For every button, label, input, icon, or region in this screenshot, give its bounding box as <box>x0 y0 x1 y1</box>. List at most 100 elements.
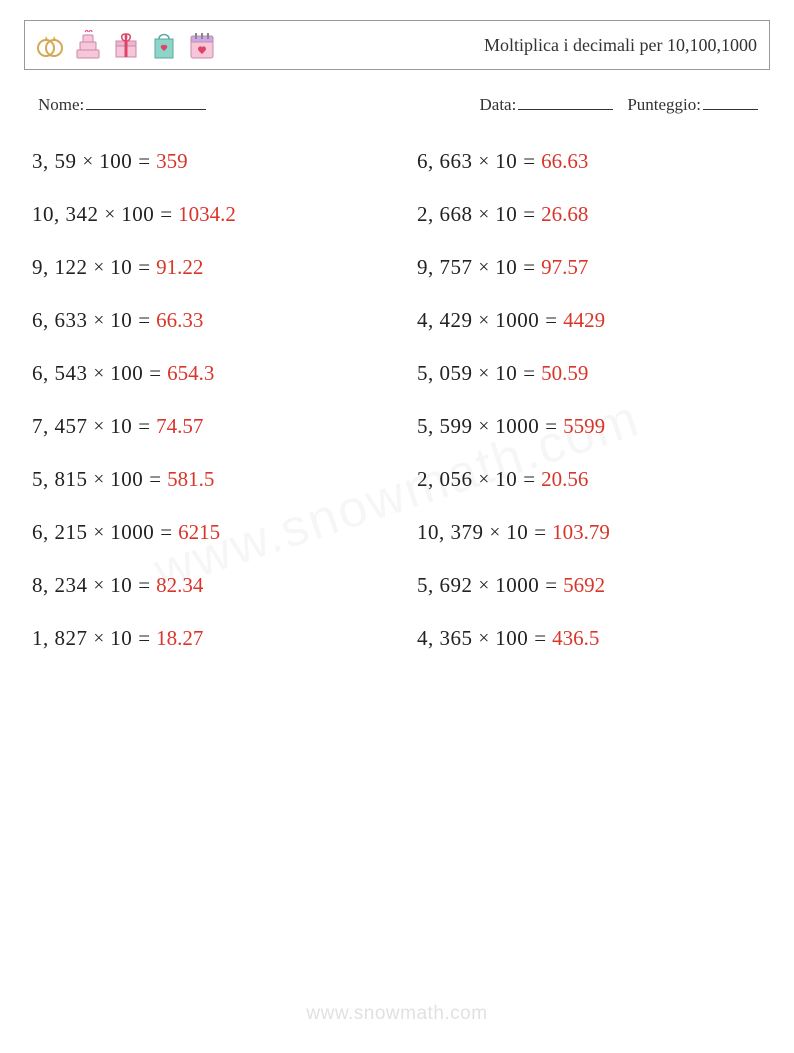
operand-a: 7, 457 <box>32 414 88 439</box>
operand-b: 10 <box>495 255 517 280</box>
operand-a: 10, 342 <box>32 202 99 227</box>
answer: 5692 <box>563 573 605 598</box>
operand-a: 6, 663 <box>417 149 473 174</box>
problem-row: 1, 827×10=18.27 <box>32 612 397 665</box>
operand-a: 6, 215 <box>32 520 88 545</box>
problem-row: 10, 342 ×100=1034.2 <box>32 188 397 241</box>
operand-b: 10 <box>506 520 528 545</box>
operand-b: 10 <box>110 308 132 333</box>
name-blank <box>86 92 206 110</box>
operand-b: 1000 <box>495 308 539 333</box>
times-op: × <box>105 204 116 226</box>
name-field: Nome: <box>38 92 206 115</box>
operand-b: 1000 <box>110 520 154 545</box>
calendar-icon <box>185 28 219 62</box>
name-label: Nome: <box>38 95 84 114</box>
date-field: Data: <box>480 92 614 115</box>
operand-a: 9, 122 <box>32 255 88 280</box>
problem-row: 6, 215 ×1000=6215 <box>32 506 397 559</box>
answer: 436.5 <box>552 626 599 651</box>
answer: 1034.2 <box>178 202 236 227</box>
operand-b: 1000 <box>495 414 539 439</box>
problem-row: 5, 599×1000=5599 <box>397 400 762 453</box>
rings-icon <box>33 28 67 62</box>
equals: = <box>149 467 161 492</box>
operand-a: 1, 827 <box>32 626 88 651</box>
answer: 20.56 <box>541 467 588 492</box>
answer: 82.34 <box>156 573 203 598</box>
problem-row: 4, 365×100=436.5 <box>397 612 762 665</box>
answer: 50.59 <box>541 361 588 386</box>
operand-b: 100 <box>110 467 143 492</box>
problem-row: 6, 633×10=66.33 <box>32 294 397 347</box>
answer: 6215 <box>178 520 220 545</box>
equals: = <box>523 149 535 174</box>
problem-row: 5, 692×1000=5692 <box>397 559 762 612</box>
equals: = <box>160 520 172 545</box>
operand-b: 10 <box>495 202 517 227</box>
worksheet-title: Moltiplica i decimali per 10,100,1000 <box>484 35 757 56</box>
equals: = <box>534 520 546 545</box>
times-op: × <box>479 257 490 279</box>
cake-icon <box>71 28 105 62</box>
times-op: × <box>94 575 105 597</box>
times-op: × <box>479 628 490 650</box>
answer: 654.3 <box>167 361 214 386</box>
operand-b: 10 <box>110 573 132 598</box>
operand-b: 100 <box>121 202 154 227</box>
equals: = <box>138 573 150 598</box>
problem-row: 9, 122×10=91.22 <box>32 241 397 294</box>
equals: = <box>523 467 535 492</box>
equals: = <box>523 202 535 227</box>
operand-a: 8, 234 <box>32 573 88 598</box>
times-op: × <box>94 310 105 332</box>
answer: 74.57 <box>156 414 203 439</box>
problems-grid: 3, 59×100=35910, 342×100=1034.29, 122×10… <box>32 135 762 665</box>
times-op: × <box>490 522 501 544</box>
answer: 18.27 <box>156 626 203 651</box>
problem-row: 6, 543×100=654.3 <box>32 347 397 400</box>
times-op: × <box>479 310 490 332</box>
operand-b: 10 <box>110 626 132 651</box>
operand-a: 5, 815 <box>32 467 88 492</box>
equals: = <box>523 255 535 280</box>
times-op: × <box>94 522 105 544</box>
equals: = <box>534 626 546 651</box>
operand-b: 10 <box>110 255 132 280</box>
icon-row <box>33 28 219 62</box>
date-label: Data: <box>480 95 517 114</box>
equals: = <box>138 626 150 651</box>
problem-row: 9, 757×10=97.57 <box>397 241 762 294</box>
answer: 4429 <box>563 308 605 333</box>
times-op: × <box>94 363 105 385</box>
operand-a: 6, 633 <box>32 308 88 333</box>
watermark-footer: www.snowmath.com <box>0 1003 794 1025</box>
meta-row: Nome: Data: Punteggio: <box>38 92 758 115</box>
operand-a: 6, 543 <box>32 361 88 386</box>
equals: = <box>523 361 535 386</box>
times-op: × <box>94 416 105 438</box>
equals: = <box>160 202 172 227</box>
bag-icon <box>147 28 181 62</box>
equals: = <box>545 573 557 598</box>
operand-b: 10 <box>495 149 517 174</box>
times-op: × <box>479 151 490 173</box>
times-op: × <box>479 416 490 438</box>
operand-b: 100 <box>495 626 528 651</box>
times-op: × <box>479 363 490 385</box>
score-field: Punteggio: <box>627 92 758 115</box>
equals: = <box>149 361 161 386</box>
equals: = <box>138 308 150 333</box>
answer: 103.79 <box>552 520 610 545</box>
date-blank <box>518 92 613 110</box>
operand-a: 4, 429 <box>417 308 473 333</box>
operand-a: 5, 692 <box>417 573 473 598</box>
problem-row: 5, 059×10=50.59 <box>397 347 762 400</box>
problem-row: 2, 056×10=20.56 <box>397 453 762 506</box>
operand-a: 10, 379 <box>417 520 484 545</box>
problem-row: 5, 815×100=581.5 <box>32 453 397 506</box>
operand-b: 1000 <box>495 573 539 598</box>
gift-icon <box>109 28 143 62</box>
right-column: 6, 663×10=66.632, 668×10=26.689, 757×10=… <box>397 135 762 665</box>
operand-a: 2, 056 <box>417 467 473 492</box>
